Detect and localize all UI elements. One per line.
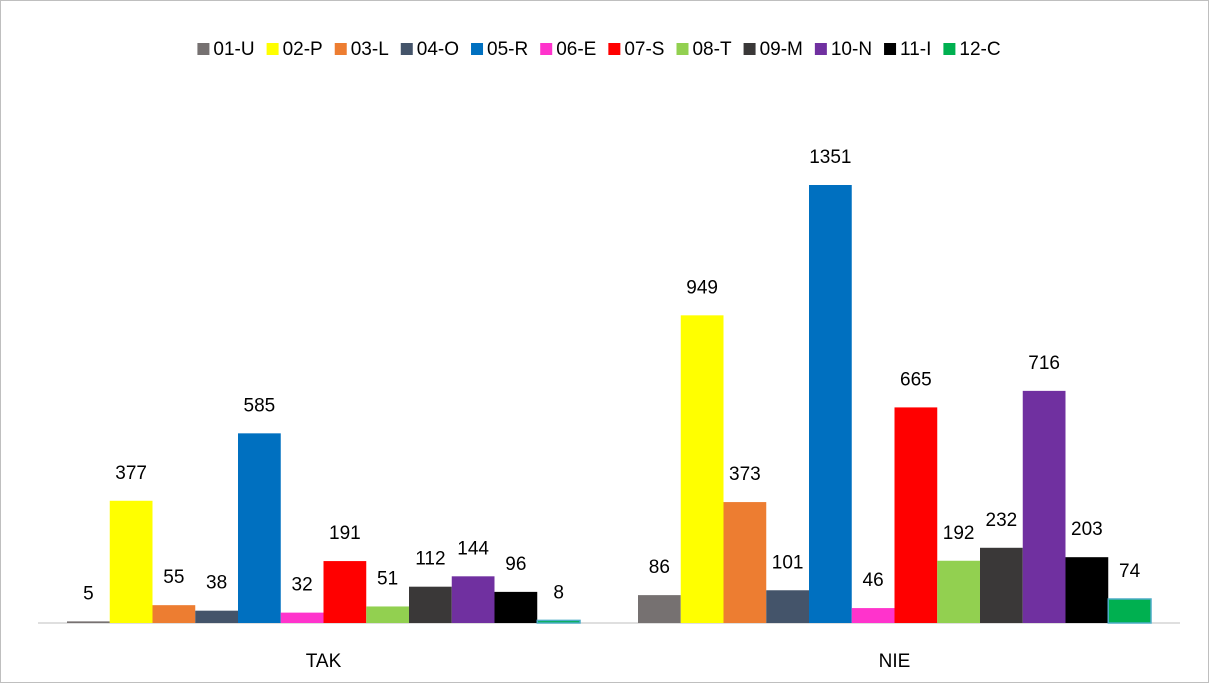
bar <box>937 560 980 623</box>
data-label: 585 <box>244 395 276 416</box>
data-label: 191 <box>329 523 361 544</box>
data-label: 665 <box>900 369 932 390</box>
data-label: 232 <box>986 510 1018 531</box>
data-label: 51 <box>377 568 398 589</box>
data-label: 949 <box>686 277 718 298</box>
bar <box>238 433 281 623</box>
legend-swatch <box>608 43 621 55</box>
data-label: 112 <box>415 549 445 570</box>
bar <box>536 619 581 624</box>
bar <box>366 606 409 623</box>
data-label: 373 <box>729 464 761 485</box>
legend-label: 05-R <box>487 39 528 60</box>
legend-swatch <box>400 43 413 55</box>
x-tick-label: TAK <box>306 651 342 672</box>
legend-swatch <box>676 43 689 55</box>
bar <box>1107 598 1152 624</box>
bar <box>323 561 367 623</box>
data-label: 86 <box>649 557 670 578</box>
bar <box>152 605 196 623</box>
bar <box>723 502 767 623</box>
data-label: 144 <box>457 538 489 559</box>
data-label: 5 <box>83 583 94 604</box>
data-label: 55 <box>163 567 184 588</box>
legend-label: 12-C <box>959 39 1000 60</box>
bar <box>409 586 452 623</box>
legend-swatch <box>471 43 484 55</box>
legend-label: 04-O <box>417 39 459 60</box>
data-label: 8 <box>553 582 564 603</box>
bar <box>67 621 110 623</box>
bar <box>280 612 324 623</box>
legend-label: 01-U <box>213 39 254 60</box>
bar <box>451 576 495 623</box>
legend-swatch <box>943 43 956 55</box>
bar <box>109 500 153 623</box>
data-label: 1351 <box>809 147 851 168</box>
data-label: 203 <box>1071 519 1103 540</box>
bar <box>980 547 1023 623</box>
legend-swatch <box>540 43 553 55</box>
data-label: 38 <box>206 573 227 594</box>
legend-swatch <box>334 43 347 55</box>
legend-label: 03-L <box>351 39 389 60</box>
legend-swatch <box>814 43 827 55</box>
legend-swatch <box>743 43 756 55</box>
bar <box>894 407 938 623</box>
data-label: 96 <box>505 554 526 575</box>
data-label: 101 <box>772 552 804 573</box>
legend-swatch <box>884 43 897 55</box>
legend-label: 06-E <box>556 39 596 60</box>
bar <box>766 590 809 623</box>
legend-label: 08-T <box>692 39 731 60</box>
legend-label: 11-I <box>900 39 931 60</box>
bar <box>851 608 895 623</box>
data-label: 716 <box>1028 353 1060 374</box>
bar <box>1065 557 1109 623</box>
data-label: 32 <box>292 575 313 596</box>
legend-swatch <box>197 43 210 55</box>
legend-label: 09-M <box>760 39 803 60</box>
legend-label: 10-N <box>831 39 872 60</box>
legend-swatch <box>266 43 279 55</box>
data-label: 192 <box>943 523 975 544</box>
bar <box>195 610 238 623</box>
legend-label: 07-S <box>624 39 664 60</box>
bar <box>494 591 538 623</box>
bar <box>680 315 724 623</box>
data-label: 377 <box>115 463 147 484</box>
bar <box>809 185 852 623</box>
bar <box>1022 390 1066 623</box>
x-tick-label: NIE <box>879 651 911 672</box>
bar <box>638 595 681 623</box>
data-label: 46 <box>863 570 884 591</box>
data-label: 74 <box>1119 561 1141 582</box>
legend-label: 02-P <box>283 39 323 60</box>
